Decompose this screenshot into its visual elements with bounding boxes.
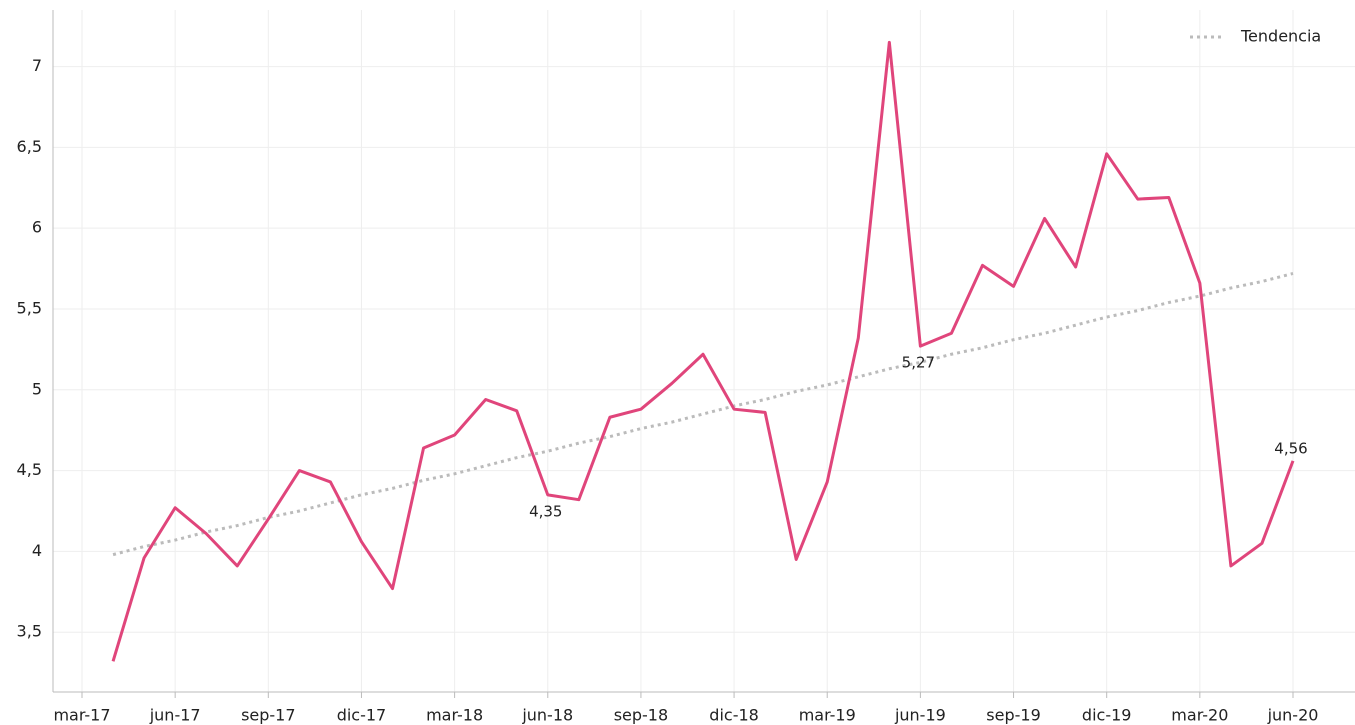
x-tick-label: mar-20 [1171,706,1228,725]
value-label: 4,35 [529,502,562,520]
x-tick-label: jun-20 [1267,706,1319,725]
y-tick-label: 4,5 [17,460,42,479]
x-tick-label: dic-18 [709,706,759,725]
x-tick-label: mar-18 [426,706,483,725]
x-tick-label: dic-17 [337,706,387,725]
x-tick-label: dic-19 [1082,706,1132,725]
y-tick-label: 7 [32,56,42,75]
series-line [112,271,1294,557]
y-tick-label: 6 [32,218,42,237]
legend-label: Tendencia [1240,27,1321,46]
y-tick-label: 6,5 [17,137,42,156]
x-tick-label: mar-19 [799,706,856,725]
x-tick-label: mar-17 [53,706,110,725]
value-label: 5,27 [902,354,935,372]
series-line [111,40,1295,662]
value-label: 4,56 [1274,439,1307,457]
x-tick-label: sep-17 [241,706,295,725]
x-tick-label: sep-18 [614,706,668,725]
y-tick-label: 5 [32,379,42,398]
x-tick-label: jun-17 [149,706,201,725]
y-tick-label: 3,5 [17,622,42,641]
x-tick-label: jun-18 [521,706,573,725]
x-tick-label: jun-19 [894,706,946,725]
y-tick-label: 5,5 [17,298,42,317]
y-tick-label: 4 [32,541,42,560]
x-tick-label: sep-19 [986,706,1040,725]
